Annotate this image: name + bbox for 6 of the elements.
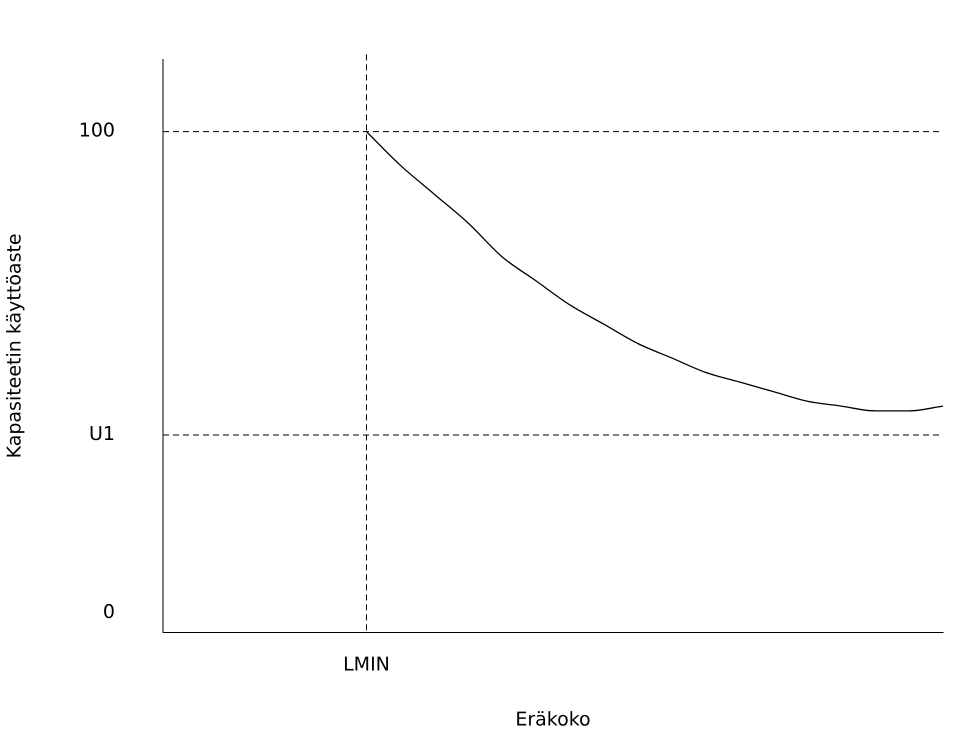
y-axis-title: Kapasiteetin käyttöaste — [3, 233, 26, 458]
y-tick-label: 0 — [102, 601, 115, 624]
y-tick-label: U1 — [89, 422, 115, 445]
x-axis-title: Eräkoko — [515, 708, 591, 731]
x-tick-label: LMIN — [343, 654, 390, 676]
y-tick-label: 100 — [78, 120, 115, 142]
